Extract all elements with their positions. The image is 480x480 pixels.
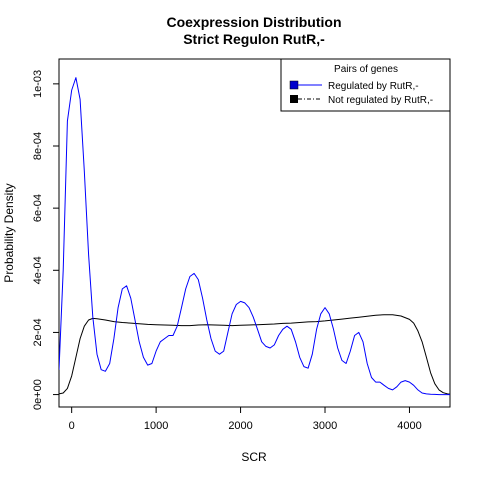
x-tick-label: 3000 [313,420,337,432]
y-tick-label: 1e-03 [32,70,44,98]
y-tick-label: 0e+00 [32,379,44,410]
legend-entry-regulated: Regulated by RutR,- [328,81,419,92]
chart-title: Coexpression Distribution [166,14,341,30]
plot-frame [58,58,451,408]
x-tick-label: 0 [69,420,75,432]
y-tick-label: 4e-04 [32,256,44,284]
series-line-regulated [59,77,450,396]
x-tick-label: 2000 [228,420,252,432]
x-tick-label: 1000 [144,420,168,432]
y-axis-label: Probability Density [2,183,16,282]
legend: Pairs of genes Regulated by RutR,- Not r… [280,58,451,112]
series-line-not-regulated [59,314,450,395]
y-tick-label: 2e-04 [32,318,44,346]
x-axis: 0 1000 2000 3000 4000 [69,407,422,432]
series-layer [59,77,450,396]
legend-swatch-regulated [289,80,299,90]
y-tick-label: 8e-04 [32,132,44,160]
legend-swatch-not-regulated [290,95,298,103]
legend-entry-not-regulated: Not regulated by RutR,- [328,95,433,106]
chart-subtitle: Strict Regulon RutR,- [183,31,325,47]
x-tick-label: 4000 [397,420,421,432]
legend-title: Pairs of genes [334,64,398,75]
x-axis-label: SCR [241,450,267,464]
y-tick-label: 6e-04 [32,194,44,222]
y-axis: 0e+00 2e-04 4e-04 6e-04 8e-04 1e-03 [32,70,59,410]
